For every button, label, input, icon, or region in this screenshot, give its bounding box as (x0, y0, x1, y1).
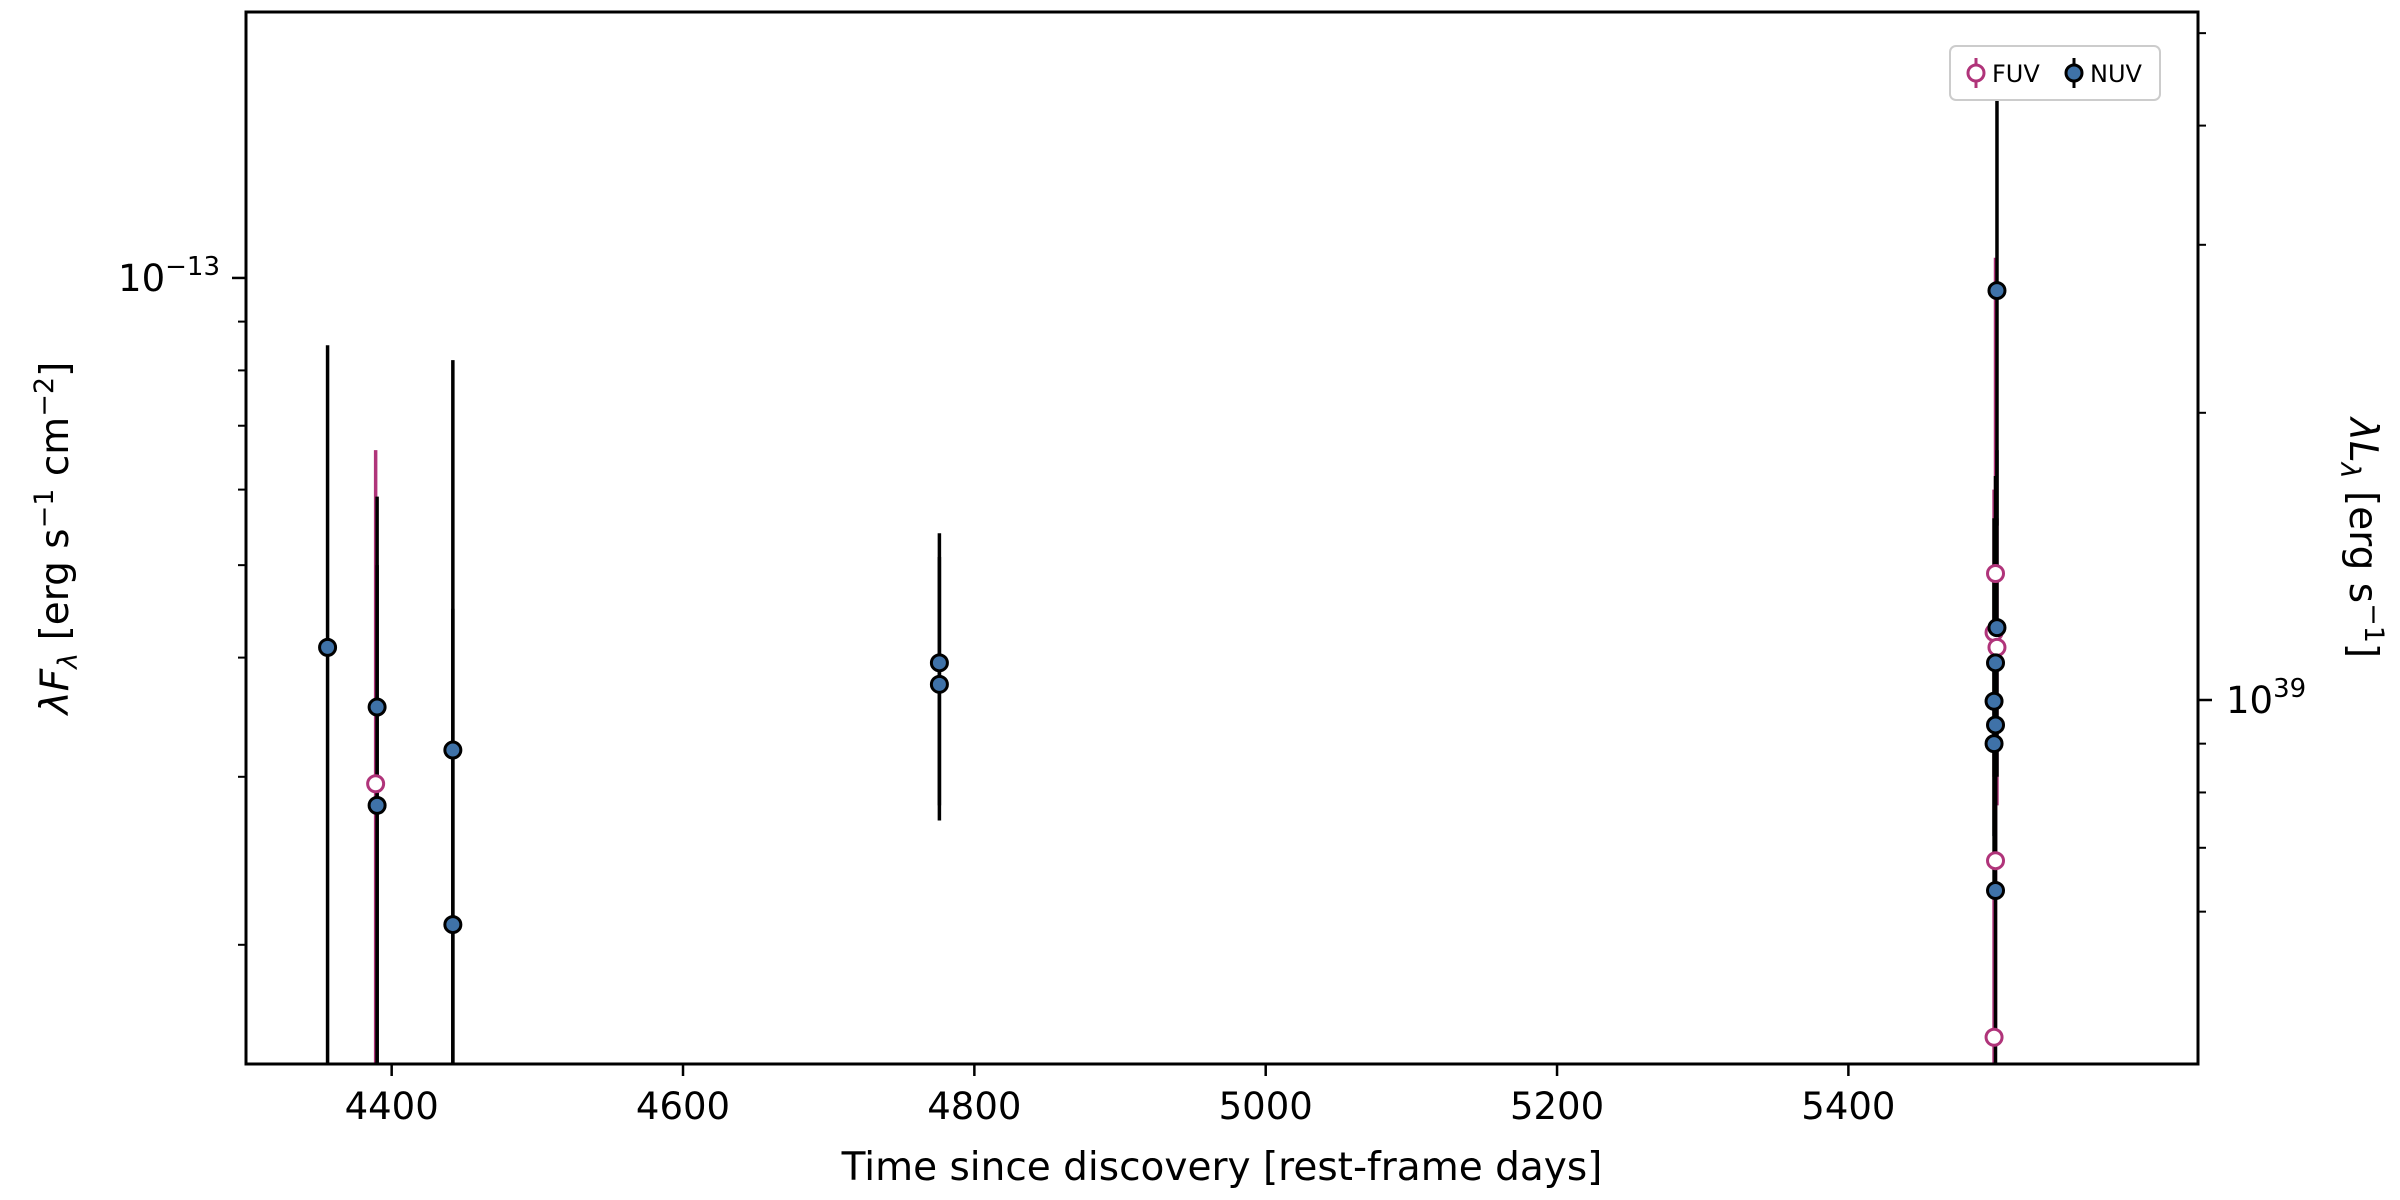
y-right-tick-label: 1039 (2226, 674, 2306, 722)
legend-fuv-label: FUV (1992, 60, 2040, 88)
fuv-point (1987, 637, 2007, 657)
nuv-point (443, 915, 463, 935)
x-tick-label: 5200 (1510, 1085, 1604, 1128)
y-axis-right-label: λLλ [erg s−1] (2334, 416, 2389, 658)
nuv-point (443, 740, 463, 760)
nuv-point (929, 674, 949, 694)
plot-frame (244, 10, 2200, 1066)
nuv-point (367, 697, 387, 717)
x-tick-label: 4400 (345, 1085, 439, 1128)
fuv-point (1986, 851, 2006, 871)
plot-area (246, 12, 2198, 1064)
nuv-point (1987, 618, 2007, 638)
nuv-point (1986, 881, 2006, 901)
fuv-point (1984, 1027, 2004, 1047)
legend-box (1949, 45, 2161, 101)
nuv-point (1986, 653, 2006, 673)
nuv-point (1987, 281, 2007, 301)
x-tick-label: 4800 (927, 1085, 1021, 1128)
x-tick-label: 5400 (1801, 1085, 1895, 1128)
chart-marks (318, 46, 2007, 1064)
fuv-point (1986, 564, 2006, 584)
x-tick-label: 5000 (1219, 1085, 1313, 1128)
x-tick-label: 4600 (636, 1085, 730, 1128)
nuv-point (367, 795, 387, 815)
nuv-point (1984, 691, 2004, 711)
nuv-point (318, 637, 338, 657)
nuv-point (929, 653, 949, 673)
legend: FUV NUV (1949, 45, 2161, 101)
y-left-tick-label: 10−13 (118, 252, 220, 300)
x-axis-label: Time since discovery [rest-frame days] (841, 1145, 1603, 1190)
legend-nuv-marker (2064, 58, 2084, 88)
nuv-point (1984, 734, 2004, 754)
nuv-point (1986, 715, 2006, 735)
legend-fuv-marker (1966, 58, 1986, 88)
legend-nuv-label: NUV (2090, 60, 2143, 88)
y-axis-left-label: λFλ [erg s−1 cm−2] (29, 362, 84, 717)
chart-axes: 4400 4600 4800 5000 5200 5400 10−13 1039 (118, 32, 2306, 1128)
fuv-point (366, 774, 386, 794)
